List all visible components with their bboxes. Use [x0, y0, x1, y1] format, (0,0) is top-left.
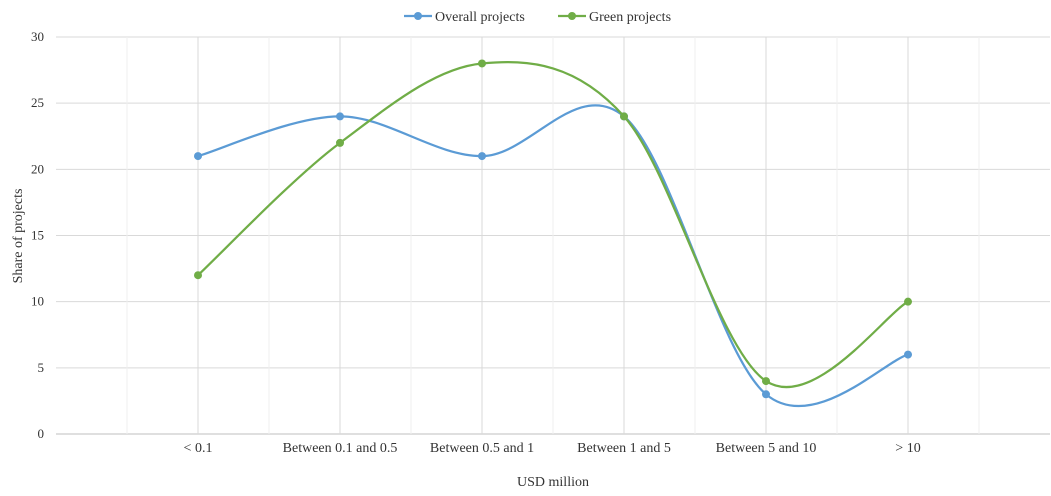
- data-point: [762, 390, 770, 399]
- legend-swatch-marker: [568, 12, 576, 20]
- x-tick-label: Between 0.5 and 1: [430, 441, 534, 456]
- y-tick-label: 15: [31, 228, 44, 243]
- axes: 0 5 10 15 20 25 30 < 0.1 Between 0.1 and 0.5 Betw…: [31, 29, 921, 456]
- y-tick-label: 0: [38, 426, 45, 441]
- series-group: [194, 59, 912, 408]
- data-point: [478, 152, 486, 161]
- data-point: [336, 112, 344, 121]
- x-tick-label: Between 1 and 5: [577, 441, 671, 456]
- y-axis-title: Share of projects: [11, 189, 26, 284]
- x-tick-label: Between 0.1 and 0.5: [283, 441, 398, 456]
- y-tick-label: 25: [31, 95, 44, 110]
- y-tick-label: 10: [31, 294, 44, 309]
- legend-swatch-marker: [414, 12, 422, 20]
- data-point: [620, 112, 628, 121]
- data-point: [478, 59, 486, 68]
- series-line: [197, 61, 909, 389]
- legend-item: Overall projects: [404, 10, 525, 25]
- series-overall: [194, 104, 912, 408]
- x-tick-label: < 0.1: [184, 441, 213, 456]
- data-point: [194, 152, 202, 161]
- x-tick-label: Between 5 and 10: [716, 441, 817, 456]
- legend-label: Overall projects: [435, 10, 525, 25]
- data-point: [194, 271, 202, 280]
- data-point: [762, 377, 770, 386]
- grid: [56, 36, 1050, 435]
- x-tick-label: > 10: [895, 441, 920, 456]
- legend: Overall projects Green projects: [404, 10, 671, 25]
- legend-label: Green projects: [589, 10, 671, 25]
- y-tick-label: 20: [31, 161, 44, 176]
- series-green: [194, 59, 912, 389]
- x-axis-title: USD million: [517, 475, 589, 490]
- y-tick-label: 30: [31, 29, 44, 44]
- legend-item: Green projects: [558, 10, 671, 25]
- data-point: [336, 138, 344, 147]
- y-tick-label: 5: [38, 360, 45, 375]
- data-point: [904, 297, 912, 306]
- data-point: [904, 350, 912, 359]
